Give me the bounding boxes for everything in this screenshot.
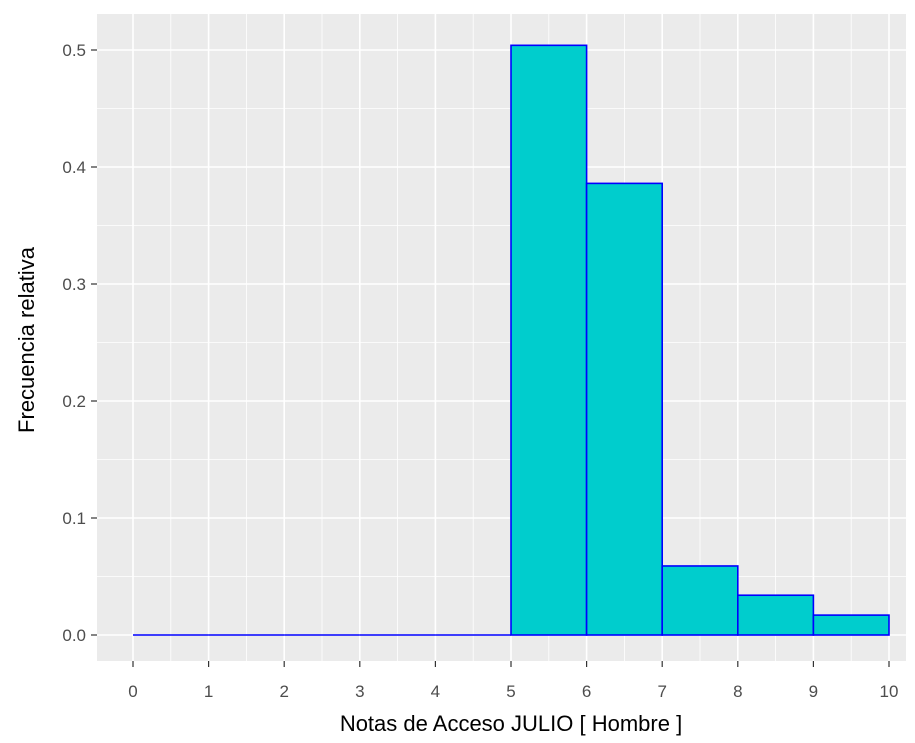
- histogram-bar: [661, 565, 739, 636]
- x-tick-label: 10: [880, 682, 899, 701]
- x-tick-label: 4: [431, 682, 440, 701]
- y-axis-title: Frecuencia relativa: [14, 246, 39, 433]
- y-tick-label: 0.2: [62, 392, 86, 411]
- histogram-bar: [510, 44, 588, 636]
- x-tick-label: 1: [204, 682, 213, 701]
- x-axis-title: Notas de Acceso JULIO [ Hombre ]: [340, 711, 682, 736]
- tick-labels: 0 1 2 3 4 5 6 7 8 9 10 0.0 0.1 0.2 0.3 0.4 0.5: [62, 41, 898, 701]
- x-tick-label: 2: [279, 682, 288, 701]
- x-tick-label: 3: [355, 682, 364, 701]
- y-tick-label: 0.0: [62, 626, 86, 645]
- y-tick-label: 0.4: [62, 158, 86, 177]
- x-tick-label: 5: [506, 682, 515, 701]
- x-tick-label: 6: [582, 682, 591, 701]
- histogram-bar: [812, 614, 890, 636]
- bars: [133, 44, 890, 636]
- axis-ticks: [91, 49, 890, 667]
- y-tick-label: 0.1: [62, 509, 86, 528]
- x-tick-label: 0: [128, 682, 137, 701]
- y-tick-label: 0.5: [62, 41, 86, 60]
- x-tick-label: 9: [809, 682, 818, 701]
- histogram-bar: [585, 182, 663, 636]
- histogram-bar: [736, 594, 815, 636]
- x-tick-label: 7: [657, 682, 666, 701]
- plot-panel: [97, 14, 906, 661]
- y-tick-label: 0.3: [62, 275, 86, 294]
- x-tick-label: 8: [733, 682, 742, 701]
